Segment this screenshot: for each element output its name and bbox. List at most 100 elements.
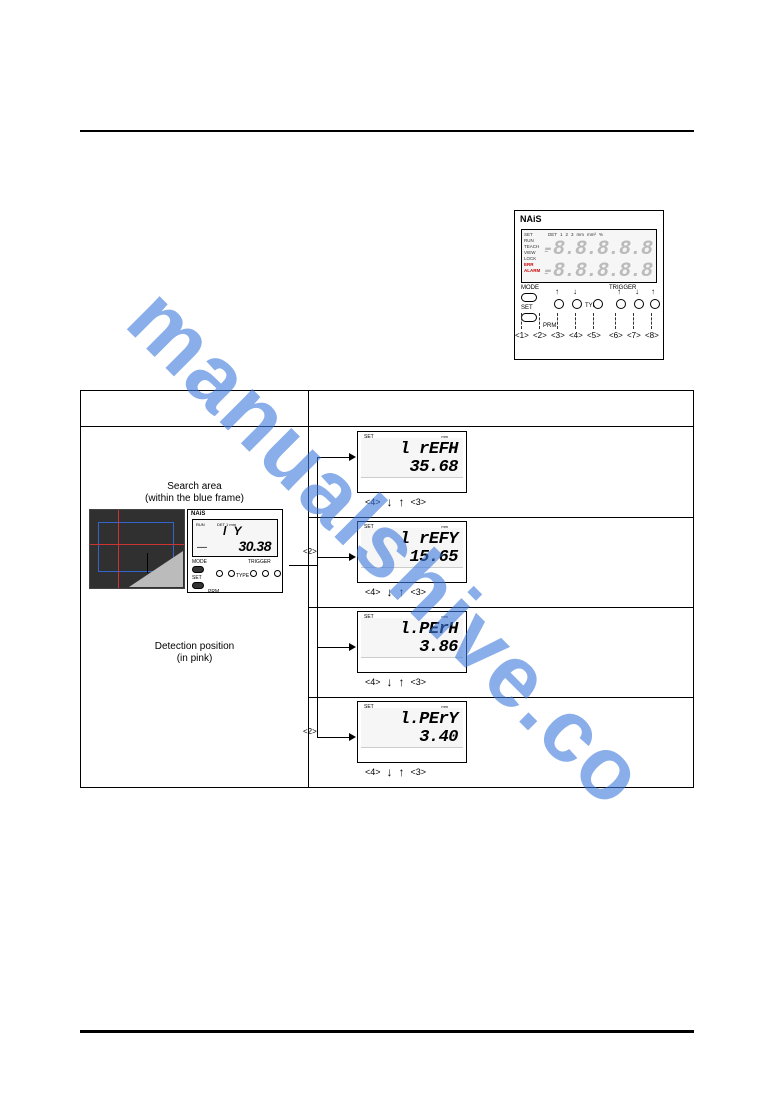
lcd-side-labels: SET RUN TEACH VIEW LOCK ERR ALARM — [524, 232, 540, 274]
mini-btn-r3[interactable] — [250, 570, 257, 577]
up-button-2[interactable] — [616, 299, 626, 309]
card2-nav: <4> ↓ ↑ <3> — [365, 585, 426, 599]
search-area-box — [89, 509, 185, 589]
connector-h2 — [317, 557, 351, 558]
search-title: Search area — [167, 481, 221, 492]
up-arrow-icon: ↑ — [399, 585, 405, 599]
mini-set-button[interactable] — [192, 582, 204, 589]
connector-vertical — [317, 457, 318, 737]
table-right-column: <2> <2> SET mm l rEFH 35.68 <4> — [309, 427, 693, 787]
arrow-up-icon-2: ↑ — [617, 287, 621, 296]
controller-lcd: SET RUN TEACH VIEW LOCK ERR ALARM DET 1 … — [521, 229, 657, 283]
mini-mode-button[interactable] — [192, 566, 204, 573]
down-arrow-icon: ↓ — [387, 765, 393, 779]
up-arrow-icon: ↑ — [399, 675, 405, 689]
arrow-right-icon-1 — [349, 453, 356, 461]
callout-1: <1> — [515, 331, 529, 340]
search-sub: (within the blue frame) — [145, 493, 244, 504]
mini-btn-r1[interactable] — [216, 570, 223, 577]
connector-h4 — [317, 737, 351, 738]
page: manualshive.co NAiS SET RUN TEACH VIEW L… — [80, 60, 694, 1034]
mini-btn-r2[interactable] — [228, 570, 235, 577]
lbl-trigger: TRIGGER — [609, 285, 636, 291]
card1-line2: 35.68 — [409, 458, 458, 477]
down-arrow-icon: ↓ — [387, 675, 393, 689]
mini-dash: — — [197, 542, 207, 553]
lcd-card-3: SET mm SV l.PErH 3.86 — [357, 611, 467, 673]
card1-nav-r: <3> — [411, 497, 427, 507]
down-arrow-icon: ↓ — [387, 585, 393, 599]
callout-5: <5> — [587, 331, 601, 340]
card1-nav-l: <4> — [365, 497, 381, 507]
lcd-top-tiny: DET 1 2 3 mm mm² % — [548, 232, 652, 237]
top-rule — [80, 130, 694, 132]
mini-buttons: MODE SET PRM TYPE TRIGGER — [192, 560, 278, 594]
mini-row1: l Y — [223, 524, 243, 538]
table-left-column: Search area (within the blue frame) NAiS… — [81, 427, 309, 787]
type-button[interactable] — [593, 299, 603, 309]
arrow-right-icon-3 — [349, 643, 356, 651]
crosshair-vertical — [118, 510, 119, 588]
card4-nav-r: <3> — [411, 767, 427, 777]
mini-row2: 30.38 — [238, 538, 271, 554]
callout-6: <6> — [609, 331, 623, 340]
lcd-card-2: SET mm l rEFY 15.65 — [357, 521, 467, 583]
card4-nav-l: <4> — [365, 767, 381, 777]
up-arrow-icon: ↑ — [399, 765, 405, 779]
arrow-down-icon: ↓ — [573, 287, 577, 296]
controller-diagram: NAiS SET RUN TEACH VIEW LOCK ERR ALARM D… — [514, 210, 664, 360]
card3-nav: <4> ↓ ↑ <3> — [365, 675, 426, 689]
mini-btn-r5[interactable] — [274, 570, 281, 577]
card4-nav: <4> ↓ ↑ <3> — [365, 765, 426, 779]
trigger-button[interactable] — [650, 299, 660, 309]
up-button-1[interactable] — [554, 299, 564, 309]
controller-callouts: <1> <2> <3> <4> <5> <6> <7> <8> — [515, 323, 663, 353]
mini-btn-r4[interactable] — [262, 570, 269, 577]
card2-line1: l rEFY — [400, 530, 458, 549]
wedge-shape — [129, 551, 183, 587]
card3-line1: l.PErH — [400, 620, 458, 639]
lbl-setbtn: SET — [521, 305, 533, 311]
mini-tl: RUN — [196, 522, 205, 527]
bottom-rule — [80, 1030, 694, 1033]
card1-line1: l rEFH — [400, 440, 458, 459]
card1-nav: <4> ↓ ↑ <3> — [365, 495, 426, 509]
mini-lbl-prm: PRM — [208, 589, 219, 595]
t-mm: mm — [577, 232, 585, 237]
card2-nav-r: <3> — [411, 587, 427, 597]
detect-sub: (in pink) — [177, 653, 213, 664]
arrow-down-icon-2: ↓ — [635, 287, 639, 296]
set-button[interactable] — [521, 313, 537, 322]
arrow-right-icon-2 — [349, 553, 356, 561]
arrow-right-icon-4 — [349, 733, 356, 741]
callout-2: <2> — [533, 331, 547, 340]
down-button-1[interactable] — [572, 299, 582, 309]
mini-lcd: RUN DET 1 mm l Y — 30.38 — [192, 519, 278, 557]
card4-line2: 3.40 — [419, 728, 458, 747]
down-arrow-icon: ↓ — [387, 495, 393, 509]
route-tag-bottom: <2> — [303, 727, 317, 736]
detection-pointer — [147, 553, 148, 573]
t-1: 1 — [560, 232, 563, 237]
up-arrow-icon: ↑ — [399, 495, 405, 509]
card2-line2: 15.65 — [409, 548, 458, 567]
route-tag-top: <2> — [303, 547, 317, 556]
mode-button[interactable] — [521, 293, 537, 302]
arrow-up-icon: ↑ — [555, 287, 559, 296]
table-header — [81, 391, 693, 427]
mini-lbl-type: TYPE — [236, 573, 249, 579]
callout-4: <4> — [569, 331, 583, 340]
card3-nav-l: <4> — [365, 677, 381, 687]
lcd-card-1: SET mm l rEFH 35.68 — [357, 431, 467, 493]
connector-h3 — [317, 647, 351, 648]
mini-lbl-mode: MODE — [192, 559, 207, 565]
detect-title: Detection position — [155, 641, 235, 652]
callout-8: <8> — [645, 331, 659, 340]
card4-line1: l.PErY — [400, 710, 458, 729]
down-button-2[interactable] — [634, 299, 644, 309]
lcd-pv-digits: -8.8.8.8.8 — [542, 238, 652, 261]
lcd-card-4: SET mm SV l.PErY 3.40 — [357, 701, 467, 763]
left-figure: NAiS RUN DET 1 mm l Y — 30.38 MODE SET — [89, 509, 289, 619]
mini-lbl-trig: TRIGGER — [248, 559, 271, 565]
card2-nav-l: <4> — [365, 587, 381, 597]
